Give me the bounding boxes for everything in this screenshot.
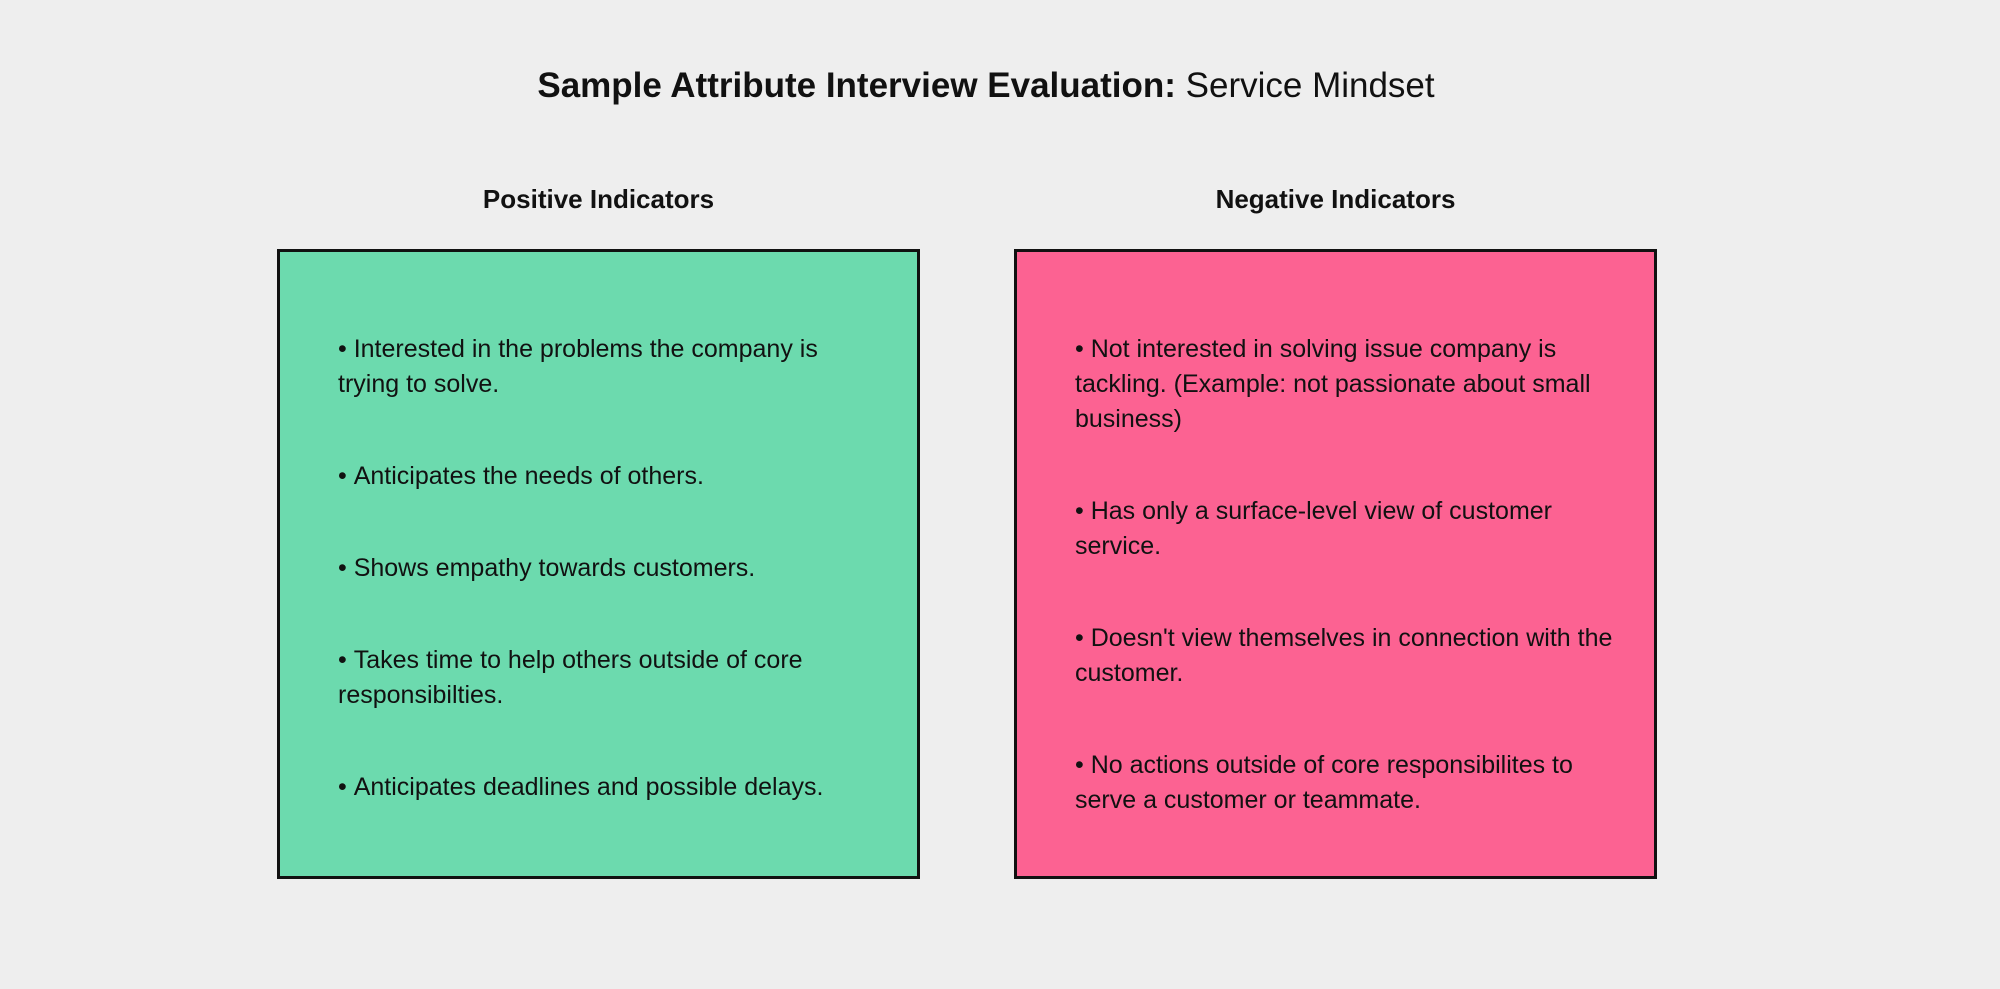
indicator-item: Shows empathy towards customers. [338, 551, 877, 586]
indicator-item: Takes time to help others outside of cor… [338, 643, 877, 713]
indicator-item: Has only a surface-level view of custome… [1075, 494, 1614, 564]
indicator-list: Interested in the problems the company i… [280, 252, 917, 805]
indicator-item: No actions outside of core responsibilit… [1075, 748, 1614, 818]
indicator-item: Doesn't view themselves in connection wi… [1075, 621, 1614, 691]
column-heading: Positive Indicators [482, 184, 715, 214]
title: Sample Attribute Interview Evaluation: S… [0, 66, 1972, 106]
indicator-list: Not interested in solving issue company … [1017, 252, 1654, 818]
indicator-item: Anticipates the needs of others. [338, 459, 877, 494]
negative-box: Not interested in solving issue company … [1014, 249, 1657, 879]
title-bold: Sample Attribute Interview Evaluation: [537, 66, 1176, 105]
title-regular: Service Mindset [1185, 66, 1435, 105]
indicator-item: Anticipates deadlines and possible delay… [338, 770, 877, 805]
column-heading: Negative Indicators [1215, 184, 1456, 214]
indicator-item: Interested in the problems the company i… [338, 332, 877, 402]
positive-box: Interested in the problems the company i… [277, 249, 920, 879]
indicator-item: Not interested in solving issue company … [1075, 332, 1614, 437]
